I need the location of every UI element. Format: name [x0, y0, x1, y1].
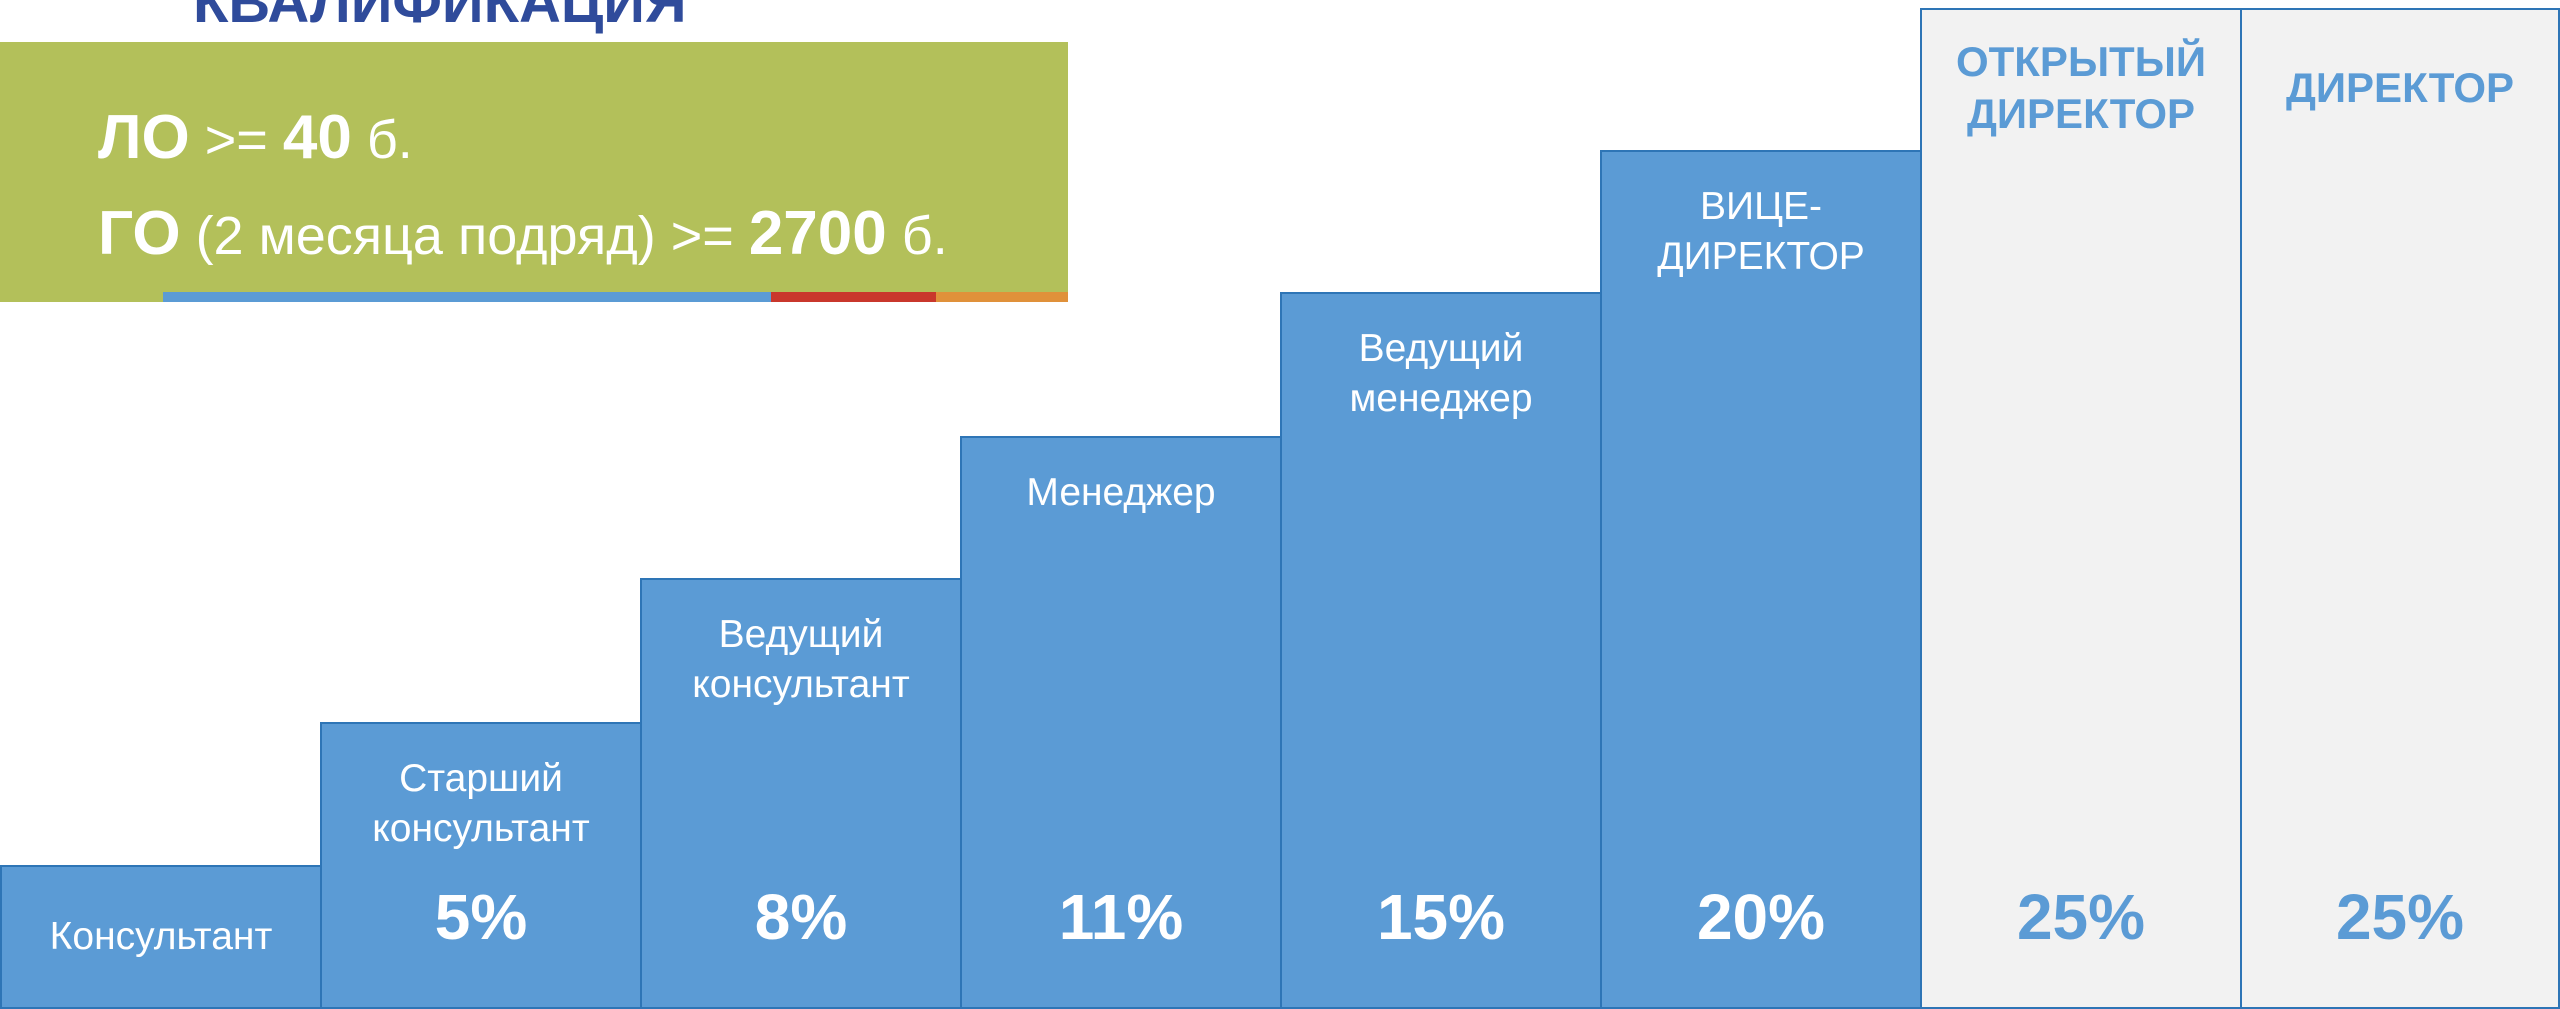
q-label: ЛО	[98, 103, 190, 172]
step-label: менеджер	[1349, 377, 1533, 420]
title: КВАЛИФИКАЦИЯ	[193, 0, 687, 35]
stripe	[936, 292, 1068, 302]
step: Старший консультант 5%	[320, 722, 642, 1009]
step: ДИРЕКТОР 25%	[2240, 8, 2560, 1009]
step-label: ДИРЕКТОР	[2285, 64, 2515, 111]
q-value: 2700	[748, 199, 887, 268]
step-percent: 25%	[2335, 881, 2465, 953]
step-label: консультант	[692, 663, 910, 706]
step-label: Менеджер	[1026, 471, 1216, 514]
step-label: Ведущий	[718, 613, 884, 656]
step: ОТКРЫТЫЙ ДИРЕКТОР 25%	[1920, 8, 2242, 1009]
step-label: Ведущий	[1358, 327, 1524, 370]
q-unit: б.	[366, 110, 413, 170]
step-percent: 5%	[434, 881, 528, 953]
step-label: Старший	[399, 757, 563, 800]
step: Ведущий консультант 8%	[640, 578, 962, 1009]
step-label: ДИРЕКТОР	[1966, 90, 2196, 137]
step-label: ДИРЕКТОР	[1657, 235, 1865, 278]
q-unit: б.	[901, 206, 948, 266]
qualification-box: ЛО >= 40 б. ГО (2 месяца подряд) >= 2700…	[0, 42, 1068, 302]
step-percent: 20%	[1696, 881, 1826, 953]
step-label: ВИЦЕ-	[1700, 185, 1822, 228]
step: Ведущий менеджер 15%	[1280, 292, 1602, 1009]
step-label: Консультант	[49, 915, 273, 958]
q-condition: >=	[670, 206, 734, 266]
step-percent: 8%	[754, 881, 848, 953]
step-label: консультант	[372, 807, 590, 850]
q-label: ГО	[98, 199, 181, 268]
q-value: 40	[282, 103, 352, 172]
step-percent: 11%	[1058, 881, 1184, 953]
step: ВИЦЕ- ДИРЕКТОР 20%	[1600, 150, 1922, 1009]
step-label: ОТКРЫТЫЙ	[1955, 38, 2207, 85]
stripe	[771, 292, 936, 302]
stripe	[163, 292, 771, 302]
qualification-line: ЛО >= 40 б.	[98, 107, 413, 171]
q-condition: >=	[204, 110, 268, 170]
step: Менеджер 11%	[960, 436, 1282, 1009]
q-note: (2 месяца подряд)	[195, 206, 656, 266]
step-percent: 25%	[2016, 881, 2146, 953]
step-percent: 15%	[1376, 881, 1506, 953]
qualification-line: ГО (2 месяца подряд) >= 2700 б.	[98, 203, 948, 267]
step: Консультант	[0, 865, 322, 1009]
